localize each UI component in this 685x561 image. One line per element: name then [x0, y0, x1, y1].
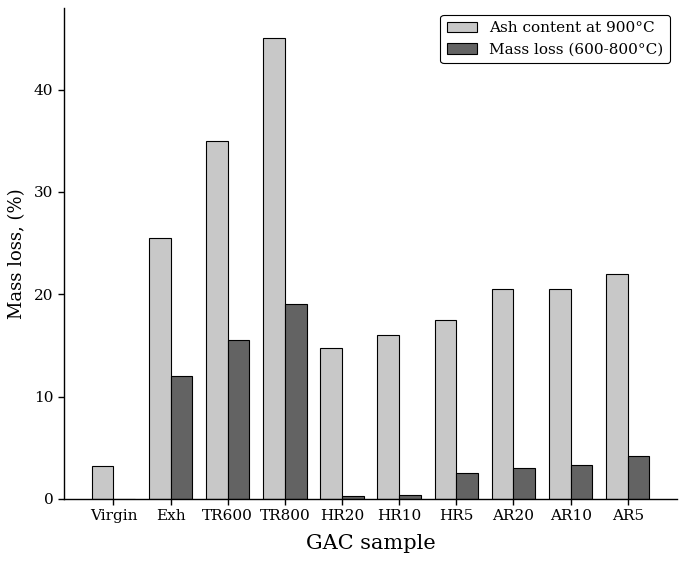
Bar [149, 238, 171, 499]
Legend: Ash content at 900°C, Mass loss (600-800°C): Ash content at 900°C, Mass loss (600-800… [440, 15, 670, 63]
Bar [434, 320, 456, 499]
Bar [627, 456, 649, 499]
Bar [492, 289, 514, 499]
Bar [228, 340, 249, 499]
Bar [399, 495, 421, 499]
Bar [514, 468, 535, 499]
Bar [171, 376, 192, 499]
Bar [206, 141, 228, 499]
Bar [549, 289, 571, 499]
Bar [456, 473, 478, 499]
Bar [285, 305, 307, 499]
Bar [92, 466, 114, 499]
Y-axis label: Mass loss, (%): Mass loss, (%) [8, 188, 25, 319]
Bar [263, 38, 285, 499]
X-axis label: GAC sample: GAC sample [306, 535, 436, 553]
Bar [377, 335, 399, 499]
Bar [606, 274, 627, 499]
Bar [321, 348, 342, 499]
Bar [571, 465, 593, 499]
Bar [342, 496, 364, 499]
